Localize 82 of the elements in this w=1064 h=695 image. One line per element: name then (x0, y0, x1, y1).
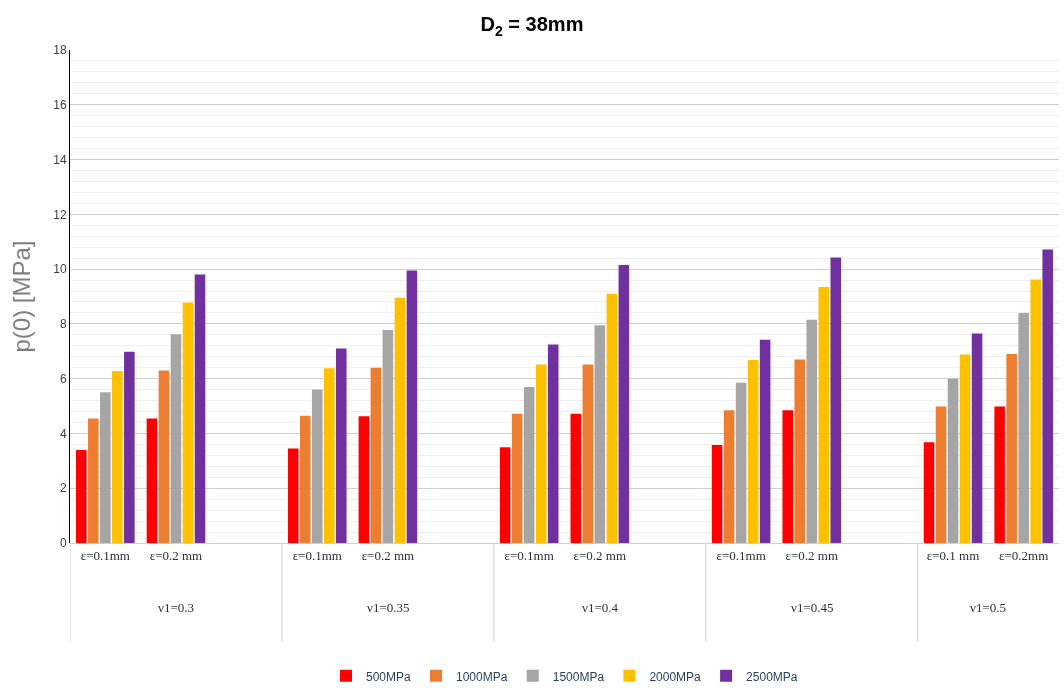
x-tick-label: ε=0.1mm (80, 547, 130, 563)
x-tick-label: ε=0.2 mm (361, 547, 415, 563)
bar (194, 274, 206, 543)
bar (618, 265, 630, 543)
bar (1030, 279, 1041, 543)
y-axis-title: p(0) [MPa] (8, 240, 36, 353)
bar (794, 359, 806, 543)
y-tick-label: 12 (53, 207, 67, 222)
x-tick-label: ε=0.2 mm (785, 547, 839, 563)
bar (1018, 312, 1029, 543)
bar (406, 270, 418, 543)
bar (299, 415, 311, 543)
y-tick-label: 2 (59, 481, 67, 496)
bar (947, 378, 959, 543)
bar (523, 386, 535, 543)
bar (358, 416, 370, 543)
bar (735, 382, 747, 543)
bar (499, 447, 511, 543)
y-tick-label: 14 (53, 152, 67, 167)
bar (547, 344, 559, 543)
x-tick-label: ε=0.1mm (292, 547, 342, 563)
bar (158, 370, 170, 543)
y-tick-label: 6 (59, 371, 67, 386)
bar (747, 360, 759, 543)
text: ν1=0.5 (970, 600, 1006, 615)
bar (606, 293, 618, 543)
bar (806, 319, 818, 543)
x-tick-label: ε=0.1 mm (926, 547, 980, 563)
x-tick-label: ε=0.1mm (504, 547, 554, 563)
legend-label: 2000MPa (649, 669, 702, 684)
bar (782, 410, 794, 543)
chart-title: D$_{2}$ = 38mm (480, 13, 584, 39)
bar (994, 406, 1005, 543)
bar (759, 339, 771, 543)
bar (830, 257, 842, 543)
bar (88, 418, 99, 543)
y-tick-label: 0 (59, 536, 67, 551)
text: ν1=0.45 (791, 600, 834, 615)
bar (923, 442, 935, 543)
bar (100, 392, 111, 543)
bar (311, 389, 323, 543)
bar (594, 325, 606, 543)
legend-label: 500MPa (366, 669, 412, 684)
bar (723, 410, 735, 543)
text: ν1=0.35 (367, 600, 410, 615)
bar (959, 354, 971, 543)
bar (570, 413, 582, 543)
bar (124, 351, 135, 543)
bar (76, 449, 87, 543)
bar (382, 329, 394, 543)
bar (170, 334, 182, 543)
bar (535, 364, 547, 543)
bar (112, 371, 123, 543)
bar (394, 297, 406, 543)
bar (182, 302, 194, 543)
bar (582, 364, 594, 543)
bar (1042, 249, 1053, 543)
legend-label: 1000MPa (456, 669, 508, 684)
bar (146, 418, 158, 543)
y-tick-label: 4 (59, 426, 67, 441)
x-tick-label: ε=0.2mm (999, 547, 1049, 563)
y-tick-label: 10 (53, 262, 67, 277)
bar (370, 367, 382, 543)
text: ν1=0.3 (158, 600, 194, 615)
y-tick-label: 18 (53, 43, 67, 58)
y-tick-label: 16 (53, 97, 67, 112)
x-tick-label: ε=0.1mm (716, 547, 766, 563)
x-tick-label: ε=0.2 mm (573, 547, 627, 563)
y-tick-label: 8 (59, 317, 67, 332)
bar (1006, 354, 1017, 543)
bar (287, 448, 299, 543)
x-tick-label: ε=0.2 mm (149, 547, 203, 563)
text: ν1=0.4 (582, 600, 619, 615)
bar (335, 348, 347, 543)
legend-label: 1500MPa (552, 669, 605, 684)
bar (971, 333, 983, 543)
legend-label: 2500MPa (746, 669, 798, 684)
bar (323, 368, 335, 543)
bar (711, 444, 723, 543)
bar (935, 406, 947, 543)
bar (818, 286, 830, 543)
bar (511, 413, 523, 543)
